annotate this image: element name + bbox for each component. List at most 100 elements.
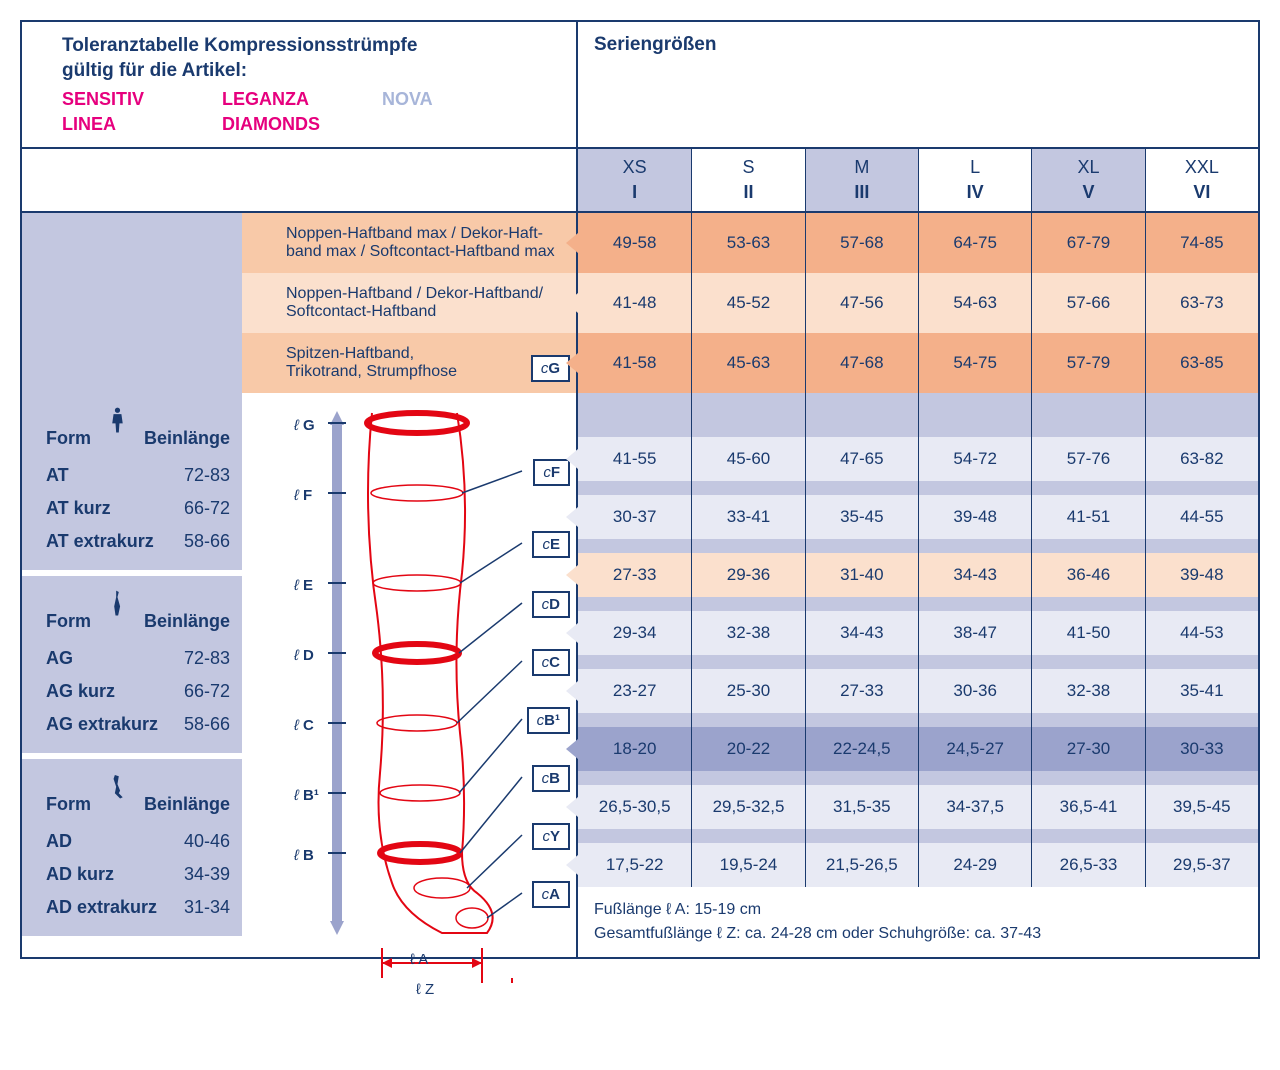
circumference-box: cE — [532, 531, 570, 558]
form-line: AD extrakurz31-34 — [46, 891, 230, 924]
circumference-box: cB¹ — [527, 707, 570, 734]
measure-cell: 39-48 — [1145, 553, 1258, 597]
circumference-box: cC — [532, 649, 570, 676]
measure-cell: 44-55 — [1145, 495, 1258, 539]
measure-cell: 25-30 — [691, 669, 804, 713]
spacer-cell — [1031, 393, 1144, 437]
measure-cell: 24,5-27 — [918, 727, 1031, 771]
measure-cell: 45-60 — [691, 437, 804, 481]
haftband-cell: 57-79 — [1031, 333, 1144, 393]
spacer-cell — [805, 597, 918, 611]
measure-cell: 30-36 — [918, 669, 1031, 713]
spacer-cell — [918, 539, 1031, 553]
measure-cell: 29,5-37 — [1145, 843, 1258, 887]
brand-label: LEGANZA — [222, 89, 382, 110]
spacer-cell — [1145, 771, 1258, 785]
haftband-cell: 54-63 — [918, 273, 1031, 333]
spacer-cell — [918, 481, 1031, 495]
measure-cell: 35-41 — [1145, 669, 1258, 713]
length-label: ℓ B — [294, 847, 314, 864]
measure-cell: 31,5-35 — [805, 785, 918, 829]
measure-cell: 47-65 — [805, 437, 918, 481]
length-label: ℓ G — [294, 417, 315, 434]
header-right: Seriengrößen — [578, 22, 1258, 147]
spacer-cell — [691, 481, 804, 495]
measure-cell: 32-38 — [1031, 669, 1144, 713]
measure-cell: 29-36 — [691, 553, 804, 597]
leg-diagram — [302, 393, 562, 983]
brand-label: SENSITIV — [62, 89, 222, 110]
haftband-label: Spitzen-Haftband,Trikotrand, Strumpfhose — [242, 333, 576, 393]
length-label: ℓ B¹ — [294, 787, 319, 804]
spacer-cell — [691, 771, 804, 785]
spacer-cell — [578, 771, 691, 785]
form-icon — [107, 771, 128, 815]
measure-cell: 22-24,5 — [805, 727, 918, 771]
spacer-cell — [1145, 481, 1258, 495]
measure-cell: 35-45 — [805, 495, 918, 539]
measure-cell: 20-22 — [691, 727, 804, 771]
measure-cell: 41-51 — [1031, 495, 1144, 539]
spacer-cell — [578, 829, 691, 843]
footer: Fußlänge ℓ A: 15-19 cm Gesamtfußlänge ℓ … — [578, 887, 1258, 957]
spacer-cell — [1145, 655, 1258, 669]
form-icon — [107, 588, 128, 632]
form-line: AT kurz66-72 — [46, 492, 230, 525]
haftband-cell: 64-75 — [918, 213, 1031, 273]
measure-cell: 34-43 — [918, 553, 1031, 597]
header-left: Toleranztabelle Kompressionsstrümpfe gül… — [22, 22, 578, 147]
haftband-cell: 63-73 — [1145, 273, 1258, 333]
haftband-cell: 63-85 — [1145, 333, 1258, 393]
label-lZ: ℓ Z — [416, 981, 434, 998]
form-line: AD kurz34-39 — [46, 858, 230, 891]
measure-cell: 36-46 — [1031, 553, 1144, 597]
haftband-cell: 74-85 — [1145, 213, 1258, 273]
spacer-cell — [1031, 539, 1144, 553]
haftband-cell: 47-68 — [805, 333, 918, 393]
measure-cell: 38-47 — [918, 611, 1031, 655]
spacer-cell — [1145, 539, 1258, 553]
size-header-spacer — [22, 149, 578, 211]
spacer-cell — [578, 597, 691, 611]
measure-cell: 63-82 — [1145, 437, 1258, 481]
circumference-box: cB — [532, 765, 570, 792]
footer-line-2: Gesamtfußlänge ℓ Z: ca. 24-28 cm oder Sc… — [594, 925, 1242, 943]
spacer-cell — [918, 393, 1031, 437]
measure-cell: 39-48 — [918, 495, 1031, 539]
size-column-header: XXLVI — [1145, 149, 1258, 211]
measure-cell: 29-34 — [578, 611, 691, 655]
spacer-cell — [578, 713, 691, 727]
measure-cell: 30-37 — [578, 495, 691, 539]
haftband-label: Noppen-Haftband / Dekor-Haftband/Softcon… — [242, 273, 576, 333]
spacer-cell — [1031, 655, 1144, 669]
spacer-cell — [578, 481, 691, 495]
spacer-cell — [1145, 829, 1258, 843]
form-line: AG72-83 — [46, 642, 230, 675]
haftband-labels: Noppen-Haftband max / Dekor-Haft-band ma… — [242, 213, 576, 393]
form-line: AD40-46 — [46, 825, 230, 858]
title-line-2: gültig für die Artikel: — [62, 59, 536, 84]
measure-cell: 21,5-26,5 — [805, 843, 918, 887]
left-column: FormBeinlängeAT72-83AT kurz66-72AT extra… — [22, 213, 578, 957]
spacer-cell — [578, 655, 691, 669]
measure-cell: 54-72 — [918, 437, 1031, 481]
measure-cell: 33-41 — [691, 495, 804, 539]
size-column-header: LIV — [918, 149, 1031, 211]
haftband-cell: 67-79 — [1031, 213, 1144, 273]
circumference-box: cY — [532, 823, 570, 850]
measure-cell: 36,5-41 — [1031, 785, 1144, 829]
spacer-cell — [918, 655, 1031, 669]
circumference-box: cD — [532, 591, 570, 618]
size-column-header: XSI — [578, 149, 691, 211]
spacer-cell — [1031, 597, 1144, 611]
spacer-cell — [1031, 713, 1144, 727]
body-row: FormBeinlängeAT72-83AT kurz66-72AT extra… — [22, 213, 1258, 957]
haftband-cell: 45-63 — [691, 333, 804, 393]
length-label: ℓ C — [294, 717, 314, 734]
diagram-area: Noppen-Haftband max / Dekor-Haft-band ma… — [242, 213, 576, 936]
spacer-cell — [691, 597, 804, 611]
spacer-cell — [1145, 597, 1258, 611]
haftband-cell: 54-75 — [918, 333, 1031, 393]
measure-cell: 44-53 — [1145, 611, 1258, 655]
measure-cell: 23-27 — [578, 669, 691, 713]
